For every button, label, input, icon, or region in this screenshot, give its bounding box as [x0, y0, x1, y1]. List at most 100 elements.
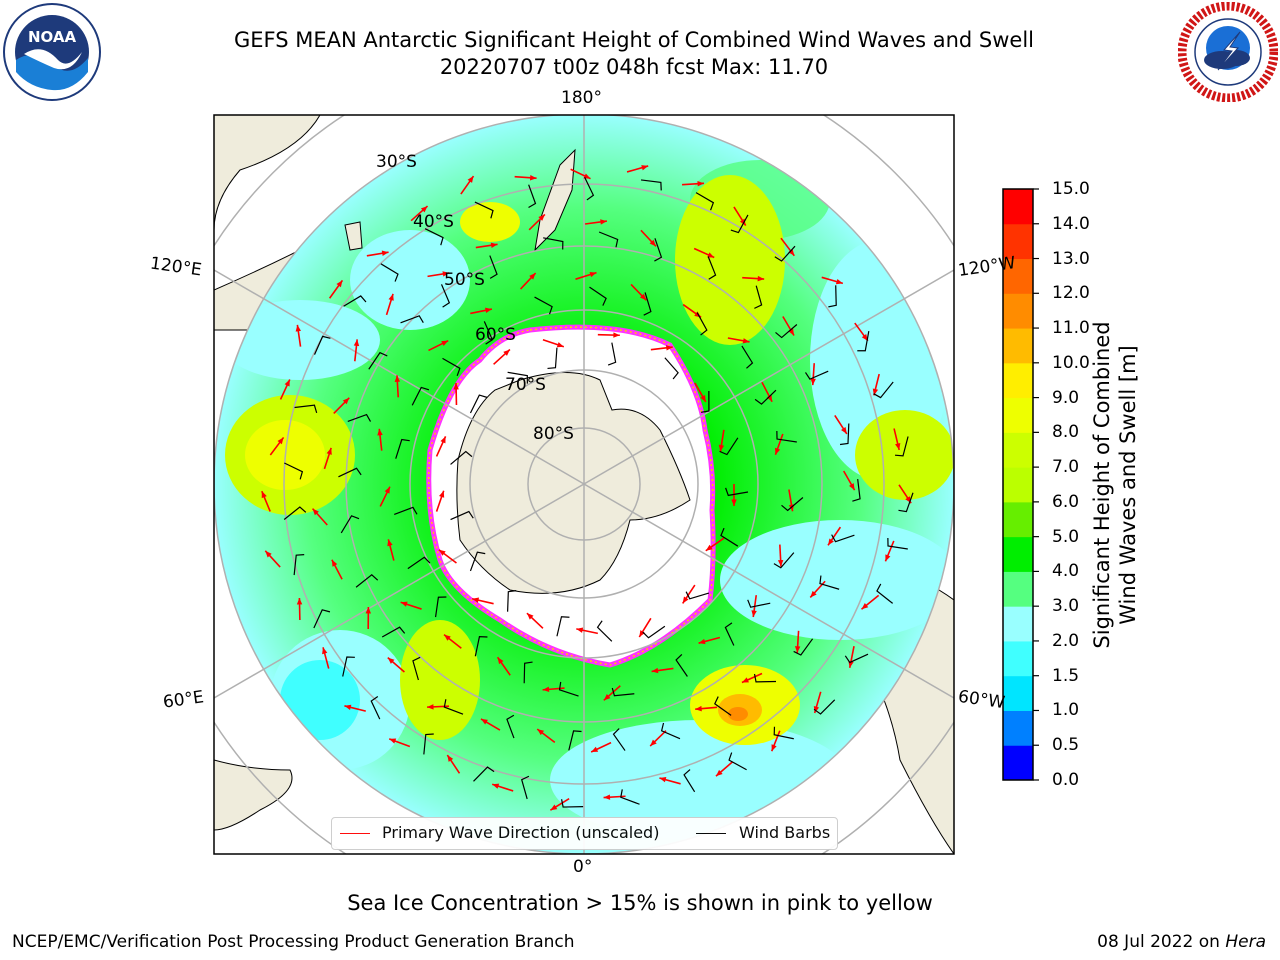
colorbar-tick-label: 5.0 — [1052, 526, 1080, 547]
wave-arrow-head — [651, 667, 659, 674]
wind-barb — [754, 389, 777, 405]
colorbar-segment — [1003, 571, 1033, 607]
wind-barb — [380, 263, 399, 282]
wave-arrow-head — [576, 627, 584, 633]
colorbar-segment — [1003, 675, 1033, 711]
graticule — [214, 115, 954, 854]
colorbar-segment — [1003, 536, 1033, 572]
wind-barb — [313, 335, 331, 355]
wind-barb — [596, 620, 613, 642]
colorbar-tick-label: 10.0 — [1052, 352, 1090, 373]
colorbar-frame — [1002, 188, 1034, 781]
wave-arrow-head — [885, 554, 891, 562]
nws-logo — [1178, 2, 1278, 102]
noaa-logo-text: NOAA — [28, 28, 77, 46]
wave-arrow-head — [400, 601, 408, 607]
wind-barb — [556, 616, 570, 637]
colorbar-tick-label: 6.0 — [1052, 491, 1080, 512]
wave-arrow-head — [777, 559, 784, 567]
footer-date-text: 08 Jul 2022 on — [1097, 932, 1226, 952]
wind-barb — [754, 285, 763, 309]
wave-arrow-head — [741, 677, 749, 683]
wind-barb — [700, 390, 710, 413]
wind-barb — [660, 722, 681, 740]
wind-barb — [561, 799, 584, 808]
wind-barb — [813, 699, 836, 715]
wind-barb — [381, 626, 406, 638]
wave-arrow-head — [444, 634, 451, 641]
wave-arrow-head — [682, 596, 689, 604]
wind-barb — [730, 214, 749, 234]
wave-arrow-head — [659, 777, 667, 783]
wind-barb — [443, 699, 464, 715]
wind-barb — [612, 728, 626, 751]
wave-arrow-head — [365, 607, 372, 614]
wave-arrow-head — [331, 559, 338, 567]
wave-arrow-head — [649, 239, 656, 247]
colorbar-segment — [1003, 293, 1033, 329]
wind-barb — [355, 574, 379, 588]
wave-arrow-head — [861, 603, 869, 610]
wind-barb — [294, 404, 318, 414]
wave-arrow-head — [277, 437, 284, 445]
wave-arrow-head — [467, 176, 474, 183]
wave-arrow-head — [550, 804, 558, 811]
colorbar-segment — [1003, 501, 1033, 538]
wave-arrow-head — [757, 275, 765, 282]
wave-arrow-head — [556, 342, 564, 348]
wind-barb — [534, 296, 553, 315]
wave-arrow-head — [613, 332, 620, 338]
colorbar-segment — [1003, 258, 1033, 294]
wind-barb — [675, 653, 688, 677]
footer-branch: NCEP/EMC/Verification Post Processing Pr… — [12, 932, 575, 952]
wind-barb — [400, 315, 424, 324]
wind-barb — [719, 437, 739, 456]
wind-barb — [558, 681, 579, 697]
lat-label-50s: 50°S — [444, 270, 485, 290]
wind-barb — [284, 462, 304, 480]
wind-barb — [450, 450, 473, 465]
wave-arrow-head — [766, 394, 773, 402]
wave-arrow-head — [394, 375, 401, 382]
wind-barb — [620, 789, 640, 805]
wave-arrow-head — [718, 444, 725, 452]
colorbar-label-line2: Wind Waves and Swell [m] — [1116, 345, 1140, 625]
wave-arrow-head — [389, 738, 397, 744]
wave-arrow-head — [261, 491, 267, 499]
wind-barb — [340, 515, 360, 534]
wave-arrow-head — [695, 705, 702, 712]
wind-barbs — [283, 177, 914, 808]
lat-label-40s: 40°S — [413, 212, 454, 232]
wave-arrow-head — [490, 242, 498, 248]
colorbar-tick-label: 11.0 — [1052, 318, 1090, 339]
wind-barb — [293, 554, 305, 576]
wind-barb — [773, 726, 794, 740]
wind-barb — [696, 312, 708, 336]
wind-barb — [543, 237, 564, 250]
wind-barb — [370, 695, 381, 720]
wave-arrow-head — [381, 250, 389, 256]
wind-barb — [507, 590, 517, 612]
wind-barb — [423, 733, 434, 755]
map-area — [214, 115, 954, 854]
colorbar — [1003, 188, 1039, 781]
wave-arrow-head — [438, 549, 446, 556]
lat-label-60s: 60°S — [475, 325, 516, 345]
wave-arrow-head — [698, 638, 706, 645]
land-antarctica — [456, 372, 691, 594]
colorbar-tick-label: 15.0 — [1052, 179, 1090, 199]
sea-ice-edge-yellow — [428, 326, 714, 666]
wind-barb — [747, 599, 771, 608]
wind-barb — [607, 342, 617, 366]
wind-barb — [776, 431, 797, 443]
wind-barb — [876, 583, 894, 604]
wind-barb — [685, 591, 710, 600]
wave-arrow-head — [265, 550, 272, 558]
wind-barb — [394, 506, 418, 516]
wind-barb — [714, 696, 732, 716]
colorbar-tick-label: 12.0 — [1052, 283, 1090, 304]
lon-label-180: 180° — [561, 88, 602, 108]
lat-label-70s: 70°S — [505, 375, 546, 395]
wave-direction-arrows — [261, 165, 912, 811]
sea-ice-note: Sea Ice Concentration > 15% is shown in … — [347, 891, 933, 915]
